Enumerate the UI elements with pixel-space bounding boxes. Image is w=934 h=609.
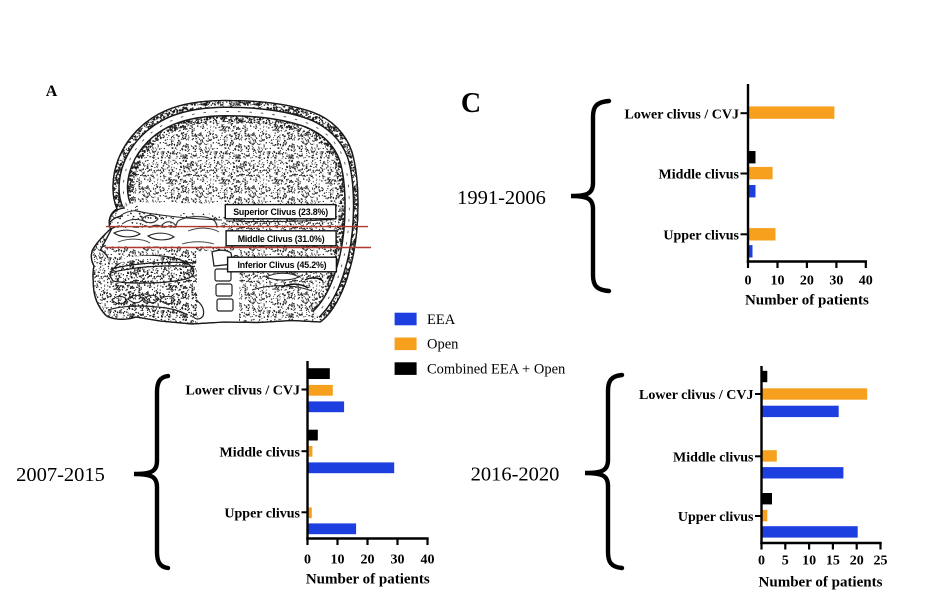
svg-text:1991-2006: 1991-2006 xyxy=(457,187,546,209)
svg-text:Middle clivus: Middle clivus xyxy=(219,445,300,460)
svg-text:Middle clivus: Middle clivus xyxy=(673,451,754,466)
svg-text:A: A xyxy=(46,83,58,100)
svg-text:Number of patients: Number of patients xyxy=(306,572,430,588)
svg-text:0: 0 xyxy=(745,274,752,289)
svg-text:Inferior Clivus (45.2%): Inferior Clivus (45.2%) xyxy=(238,260,327,270)
svg-text:20: 20 xyxy=(800,274,814,289)
svg-text:10: 10 xyxy=(802,554,816,569)
svg-text:40: 40 xyxy=(421,553,435,568)
svg-text:Lower clivus / CVJ: Lower clivus / CVJ xyxy=(639,388,753,403)
svg-text:Number of patients: Number of patients xyxy=(745,292,869,308)
svg-text:Middle clivus: Middle clivus xyxy=(658,168,739,183)
svg-text:20: 20 xyxy=(850,554,864,569)
svg-text:EEA: EEA xyxy=(427,312,456,328)
svg-text:2016-2020: 2016-2020 xyxy=(471,464,560,486)
svg-text:40: 40 xyxy=(859,274,873,289)
svg-text:0: 0 xyxy=(304,553,311,568)
svg-text:Lower clivus / CVJ: Lower clivus / CVJ xyxy=(186,384,300,399)
svg-text:C: C xyxy=(461,88,481,119)
svg-text:0: 0 xyxy=(758,554,765,569)
svg-text:15: 15 xyxy=(826,554,840,569)
svg-text:2007-2015: 2007-2015 xyxy=(16,464,105,486)
svg-text:Middle Clivus (31.0%): Middle Clivus (31.0%) xyxy=(238,234,325,244)
svg-text:30: 30 xyxy=(829,274,843,289)
svg-text:10: 10 xyxy=(331,553,345,568)
svg-text:Upper clivus: Upper clivus xyxy=(663,229,739,244)
svg-text:5: 5 xyxy=(782,554,789,569)
svg-text:Upper clivus: Upper clivus xyxy=(678,510,754,525)
svg-text:Upper clivus: Upper clivus xyxy=(224,507,300,522)
svg-text:Open: Open xyxy=(427,337,459,353)
svg-text:Lower clivus / CVJ: Lower clivus / CVJ xyxy=(625,107,739,122)
svg-text:Combined EEA + Open: Combined EEA + Open xyxy=(427,362,566,378)
svg-text:10: 10 xyxy=(771,274,785,289)
svg-text:Number of patients: Number of patients xyxy=(759,575,883,591)
svg-text:20: 20 xyxy=(361,553,375,568)
svg-text:30: 30 xyxy=(391,553,405,568)
svg-text:Superior Clivus (23.8%): Superior Clivus (23.8%) xyxy=(233,207,328,217)
svg-text:25: 25 xyxy=(874,554,888,569)
